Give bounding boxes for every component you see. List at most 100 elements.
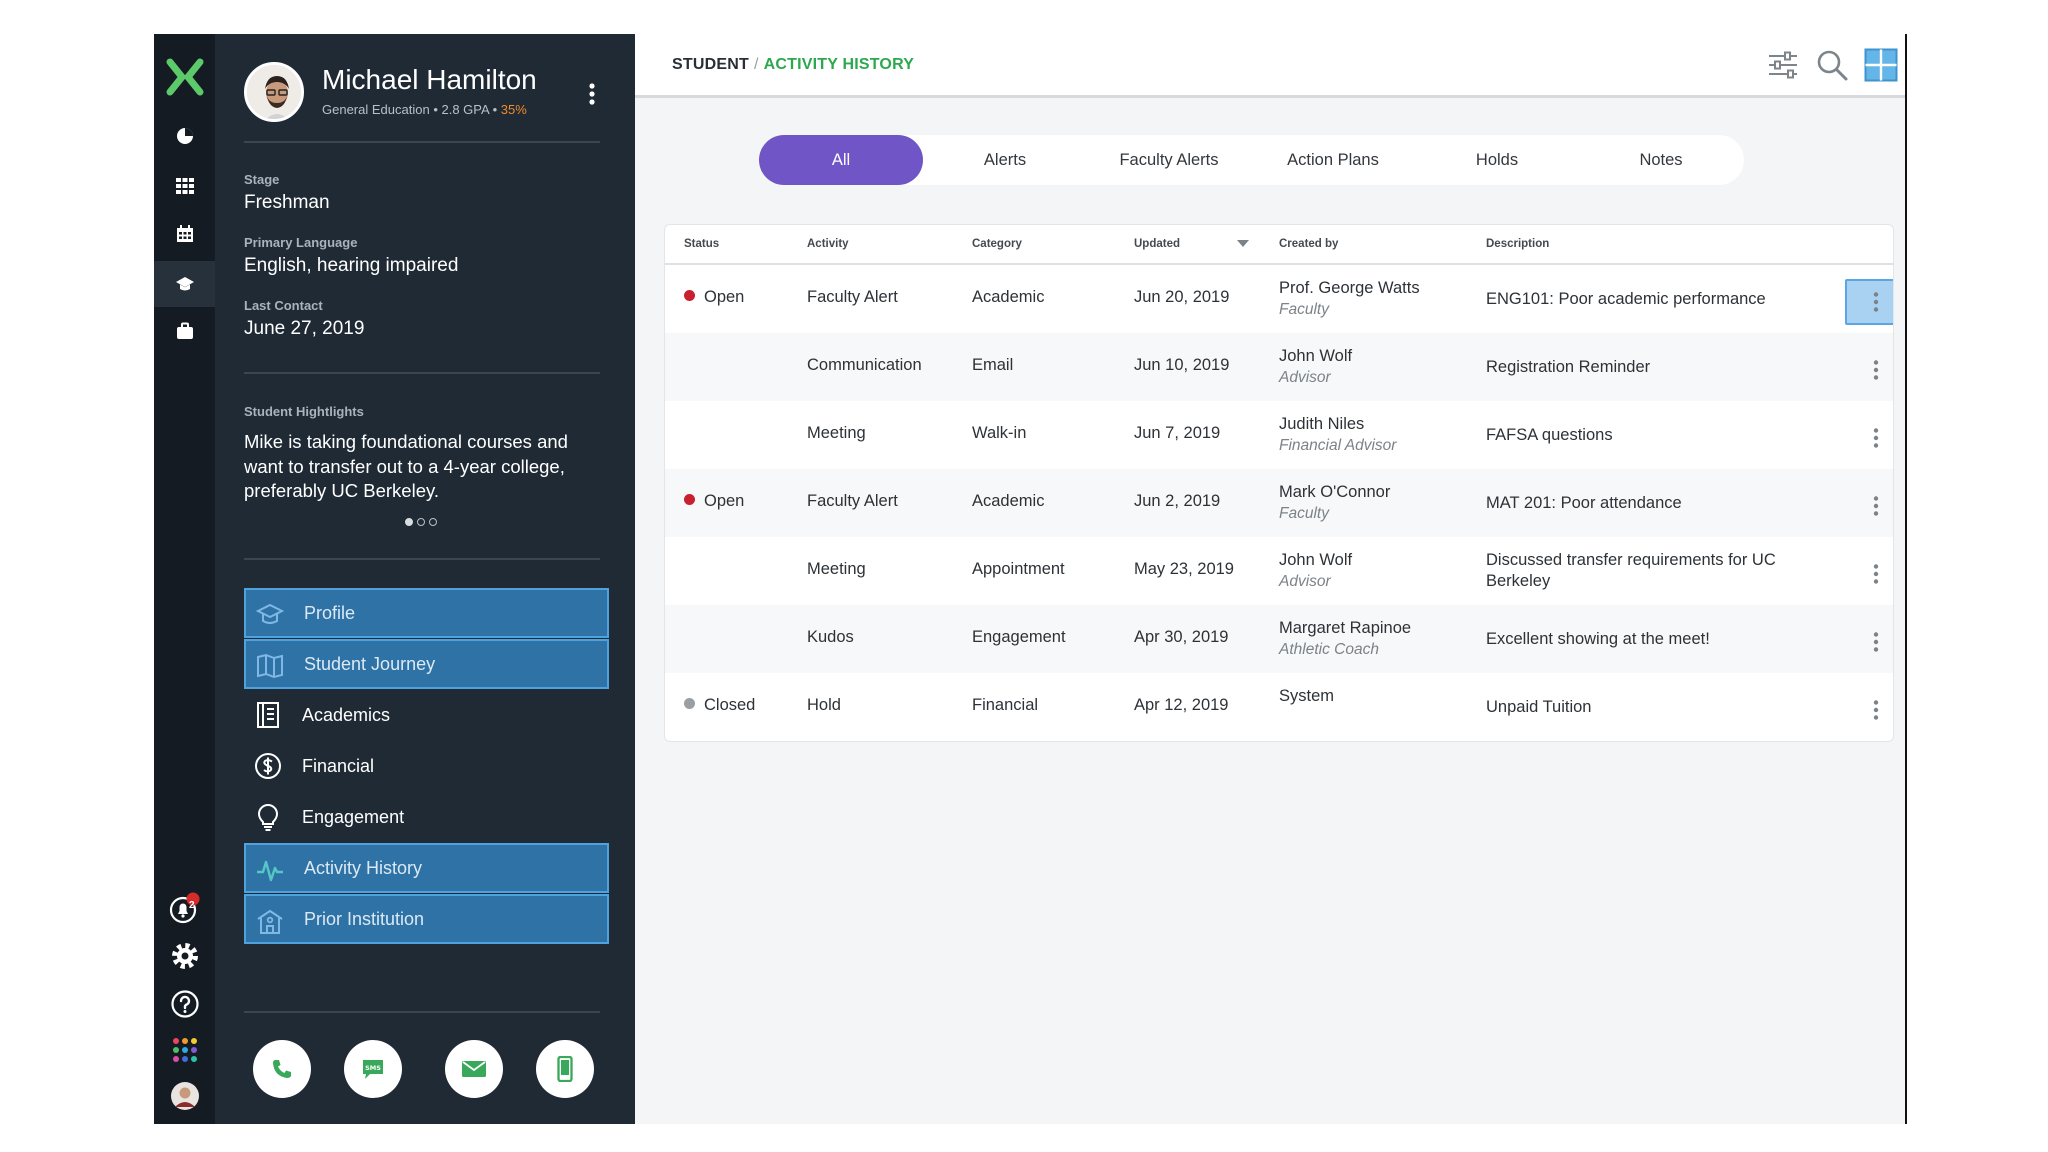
column-header-category[interactable]: Category (972, 238, 1022, 250)
column-header-activity[interactable]: Activity (807, 238, 849, 250)
row-menu-button[interactable] (1845, 483, 1893, 529)
nav-item-prior-institution[interactable]: Prior Institution (244, 894, 609, 944)
bell-icon (169, 892, 199, 924)
email-button[interactable] (445, 1040, 503, 1098)
category-cell: Academic (972, 288, 1045, 306)
created-by-cell: Margaret Rapinoe Athletic Coach (1279, 617, 1411, 661)
student-menu-button[interactable] (587, 82, 597, 111)
rail-calendar[interactable] (154, 214, 215, 254)
carousel-dot[interactable] (429, 518, 437, 526)
status-cell: Closed (684, 696, 755, 715)
nav-item-profile[interactable]: Profile (244, 588, 609, 638)
table-row[interactable]: Open Faculty Alert Academic Jun 2, 2019 … (665, 469, 1893, 537)
logo-x-icon (166, 58, 203, 96)
table-row[interactable]: Open Faculty Alert Academic Jun 20, 2019… (665, 265, 1893, 333)
column-header-status[interactable]: Status (684, 238, 720, 250)
filter-button[interactable] (1766, 48, 1800, 82)
category-cell: Appointment (972, 560, 1065, 578)
tab-notes[interactable]: Notes (1639, 150, 1683, 169)
student-avatar (244, 62, 304, 122)
row-menu-button[interactable] (1845, 687, 1893, 733)
creator-name: Margaret Rapinoe (1279, 619, 1412, 637)
rail-help[interactable] (154, 984, 215, 1024)
nav-item-financial[interactable]: Financial (244, 741, 609, 791)
column-header-description[interactable]: Description (1486, 238, 1550, 250)
stage-value: Freshman (244, 192, 330, 213)
layout-toggle-button[interactable] (1864, 48, 1898, 82)
sort-desc-icon[interactable] (1236, 239, 1250, 248)
column-header-updated[interactable]: Updated (1134, 238, 1180, 250)
row-menu-button[interactable] (1845, 279, 1893, 325)
student-photo-icon (247, 65, 301, 119)
mobile-button[interactable] (536, 1040, 594, 1098)
tab-alerts[interactable]: Alerts (983, 150, 1027, 169)
nav-item-student-journey[interactable]: Student Journey (244, 639, 609, 689)
app-window: 2 (154, 34, 1906, 1124)
category-cell: Walk-in (972, 424, 1027, 442)
table-row[interactable]: Meeting Appointment May 23, 2019 John Wo… (665, 537, 1893, 605)
table-row[interactable]: Kudos Engagement Apr 30, 2019 Margaret R… (665, 605, 1893, 673)
student-panel: Michael Hamilton General Education • 2.8… (215, 34, 635, 1124)
student-name: Michael Hamilton (322, 64, 537, 95)
nav-item-label: Profile (304, 602, 356, 623)
updated-cell: Apr 30, 2019 (1134, 628, 1229, 646)
tab-action-plans[interactable]: Action Plans (1287, 150, 1379, 169)
nav-item-academics[interactable]: Academics (244, 690, 609, 740)
nav-item-engagement[interactable]: Engagement (244, 792, 609, 842)
search-button[interactable] (1815, 48, 1849, 82)
status-text: Open (704, 492, 745, 510)
carousel-dot[interactable] (417, 518, 425, 526)
table-row[interactable]: Closed Hold Financial Apr 12, 2019 Syste… (665, 673, 1893, 741)
table-row[interactable]: Meeting Walk-in Jun 7, 2019 Judith Niles… (665, 401, 1893, 469)
graduation-cap-icon (256, 603, 284, 624)
tab-faculty-alerts[interactable]: Faculty Alerts (1119, 150, 1219, 169)
school-icon (257, 909, 283, 934)
created-by-cell: Prof. George Watts Faculty (1279, 277, 1420, 321)
breadcrumb-root[interactable]: STUDENT (672, 56, 749, 73)
creator-role: Advisor (1279, 573, 1331, 590)
row-menu-button[interactable] (1845, 551, 1893, 597)
created-by-cell: John Wolf Advisor (1279, 549, 1352, 593)
table-header: Status Activity Category Updated Created… (665, 225, 1893, 265)
table-body: Open Faculty Alert Academic Jun 20, 2019… (665, 265, 1893, 741)
activity-cell: Faculty Alert (807, 492, 898, 510)
updated-cell: Jun 20, 2019 (1134, 288, 1230, 306)
rail-user-avatar[interactable] (154, 1076, 215, 1116)
row-menu-button[interactable] (1845, 415, 1893, 461)
activity-table: Status Activity Category Updated Created… (664, 224, 1894, 742)
carousel-dot[interactable] (405, 518, 413, 526)
carousel-pagination[interactable] (405, 518, 437, 526)
rail-launcher[interactable] (154, 1030, 215, 1070)
graduation-cap-icon (175, 277, 194, 291)
nav-item-activity-history[interactable]: Activity History (244, 843, 609, 893)
description-cell: MAT 201: Poor attendance (1486, 493, 1682, 512)
phone-icon (273, 1060, 291, 1078)
rail-apps[interactable] (154, 166, 215, 206)
activity-cell: Faculty Alert (807, 288, 898, 306)
rail-dashboard[interactable] (154, 116, 215, 156)
search-icon (1817, 50, 1848, 81)
table-row[interactable]: Communication Email Jun 10, 2019 John Wo… (665, 333, 1893, 401)
student-progress: 35% (500, 102, 527, 117)
panel-divider (244, 141, 600, 143)
rail-settings[interactable] (154, 936, 215, 976)
column-header-created-by[interactable]: Created by (1279, 238, 1339, 250)
calendar-icon (176, 225, 193, 242)
category-cell: Academic (972, 492, 1045, 510)
category-cell: Email (972, 356, 1014, 374)
gear-icon (171, 943, 198, 969)
updated-cell: Jun 7, 2019 (1134, 424, 1221, 442)
rail-students[interactable] (154, 261, 215, 307)
rail-notifications[interactable]: 2 (154, 888, 215, 928)
more-vertical-icon (1873, 360, 1879, 380)
tab-all[interactable]: All (759, 135, 923, 185)
sms-button[interactable]: SMS (344, 1040, 402, 1098)
call-button[interactable] (253, 1040, 311, 1098)
tab-holds[interactable]: Holds (1475, 150, 1519, 169)
activity-cell: Meeting (807, 560, 866, 578)
app-logo[interactable] (154, 54, 215, 100)
row-menu-button[interactable] (1845, 619, 1893, 665)
rail-cases[interactable] (154, 311, 215, 351)
row-menu-button[interactable] (1845, 347, 1893, 393)
category-cell: Engagement (972, 628, 1066, 646)
